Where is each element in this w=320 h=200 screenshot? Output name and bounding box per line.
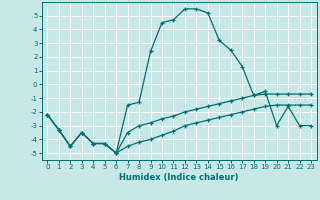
X-axis label: Humidex (Indice chaleur): Humidex (Indice chaleur) bbox=[119, 173, 239, 182]
